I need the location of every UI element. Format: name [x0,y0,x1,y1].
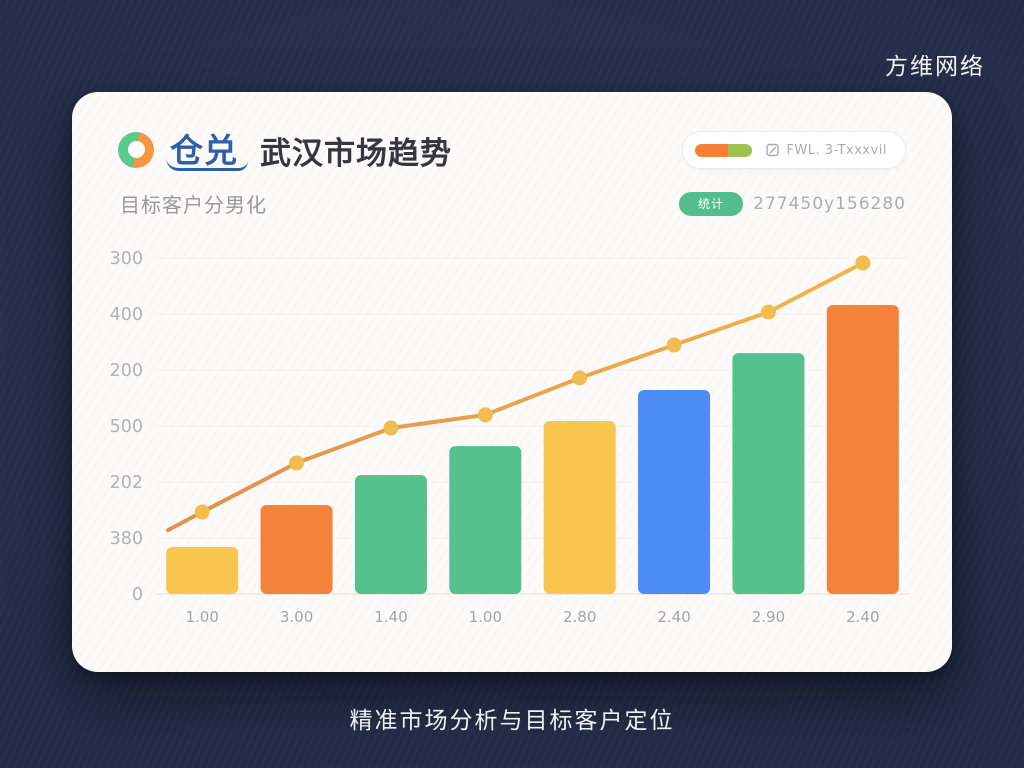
svg-text:3.00: 3.00 [280,608,313,626]
subheader-row: 目标客户分男化 统计 277450y156280 [120,189,906,218]
stat-badge: 统计 [679,191,744,216]
svg-text:300: 300 [110,249,143,269]
card-header: 仓兑 武汉市场趋势 FWL. 3-Txxxvil [118,128,906,172]
legend-badge[interactable]: FWL. 3-Txxxvil [682,131,906,169]
footer-caption: 精准市场分析与目标客户定位 [349,708,675,734]
svg-text:400: 400 [110,305,143,325]
svg-text:1.00: 1.00 [185,608,218,626]
svg-text:2.40: 2.40 [657,608,690,626]
page-title: 武汉市场趋势 [260,135,452,172]
brand-watermark: 方维网络 [885,54,985,80]
logo-wordmark: 仓兑 [166,130,248,171]
svg-text:200: 200 [110,361,143,381]
donut-logo-icon [118,132,154,168]
stat-value: 277450y156280 [753,193,906,214]
svg-text:202: 202 [110,473,143,493]
svg-text:1.00: 1.00 [469,608,502,626]
edit-icon [766,143,780,157]
svg-text:0: 0 [132,585,143,605]
trend-chart: 300 400 200 500 202 380 0 1.00 3.00 1.40 1.00 2.80 2… [72,212,952,672]
gradient-capsule-icon [695,143,753,157]
chart-card: 仓兑 武汉市场趋势 FWL. 3-Txxxvil 目标客户分男化 统计 2774… [72,92,952,672]
svg-text:380: 380 [110,529,143,549]
svg-text:2.80: 2.80 [563,608,596,626]
stat-group: 统计 277450y156280 [679,191,906,216]
svg-text:1.40: 1.40 [374,608,407,626]
svg-text:2.40: 2.40 [846,608,879,626]
svg-text:2.90: 2.90 [752,608,785,626]
badge-label: FWL. 3-Txxxvil [766,143,887,158]
chart-subtitle: 目标客户分男化 [120,193,267,217]
svg-text:500: 500 [110,417,143,437]
